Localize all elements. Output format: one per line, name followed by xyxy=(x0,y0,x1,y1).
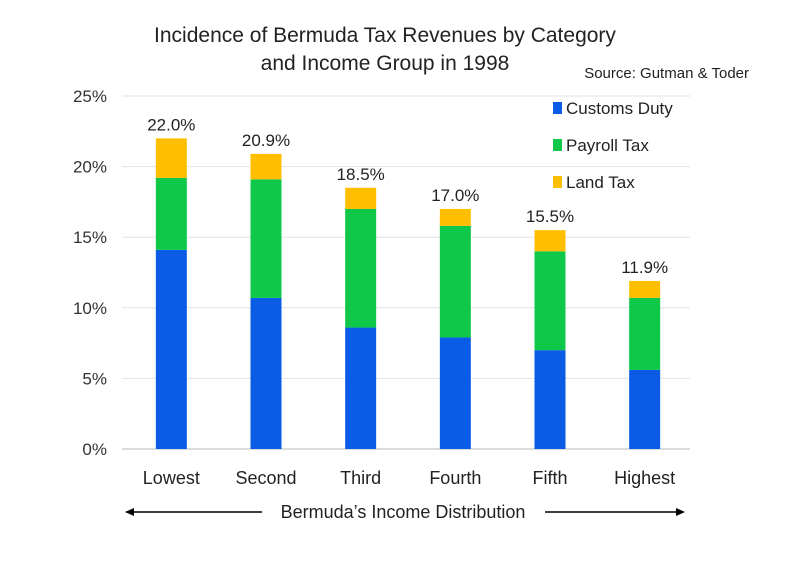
x-axis-title-group: Bermuda’s Income Distribution xyxy=(125,502,685,522)
bar-segment-payroll-tax xyxy=(345,208,377,328)
bar-segment-payroll-tax xyxy=(629,297,661,370)
legend-swatch xyxy=(553,176,562,188)
bar-segment-payroll-tax xyxy=(439,225,471,338)
bar-segment-payroll-tax xyxy=(155,177,187,250)
bar-segment-land-tax xyxy=(250,153,282,180)
x-axis-tick-labels: Lowest Second Third Fourth Fifth Highest xyxy=(143,468,675,488)
legend-label: Payroll Tax xyxy=(566,136,649,155)
x-tick-label: Fifth xyxy=(532,468,567,488)
y-tick-label: 0% xyxy=(82,440,107,459)
legend-swatch xyxy=(553,102,562,114)
bar-total-label: 15.5% xyxy=(526,207,574,226)
y-tick-label: 25% xyxy=(73,87,107,106)
gridlines xyxy=(122,95,690,450)
bar-segment-land-tax xyxy=(155,138,187,178)
bar-total-label: 22.0% xyxy=(147,115,195,134)
chart-title-line-2: and Income Group in 1998 xyxy=(261,52,510,75)
legend: Customs Duty Payroll Tax Land Tax xyxy=(553,99,673,192)
legend-swatch xyxy=(553,139,562,151)
bar-segment-land-tax xyxy=(439,208,471,226)
y-tick-label: 20% xyxy=(73,158,107,177)
x-tick-label: Fourth xyxy=(429,468,481,488)
bar-segment-customs-duty xyxy=(629,369,661,449)
bar-total-label: 11.9% xyxy=(621,258,668,277)
chart-title-line-1: Incidence of Bermuda Tax Revenues by Cat… xyxy=(154,24,616,47)
bar-total-label: 18.5% xyxy=(337,165,385,184)
y-tick-label: 15% xyxy=(73,228,107,247)
x-axis-arrowhead-right xyxy=(676,508,685,516)
x-tick-label: Lowest xyxy=(143,468,200,488)
y-axis-tick-labels: 0% 5% 10% 15% 20% 25% xyxy=(73,87,107,459)
source-note: Source: Gutman & Toder xyxy=(584,65,749,82)
bars xyxy=(155,138,661,449)
x-axis-arrowhead-left xyxy=(125,508,134,516)
bar-total-labels: 22.0% 20.9% 18.5% 17.0% 15.5% 11.9% xyxy=(147,115,668,277)
bar-segment-land-tax xyxy=(629,280,661,298)
bar-segment-payroll-tax xyxy=(534,251,566,351)
x-axis-title: Bermuda’s Income Distribution xyxy=(281,502,526,522)
y-tick-label: 5% xyxy=(82,369,107,388)
legend-label: Customs Duty xyxy=(566,99,673,118)
y-tick-label: 10% xyxy=(73,299,107,318)
bar-segment-land-tax xyxy=(345,187,377,209)
bar-segment-payroll-tax xyxy=(250,179,282,298)
bar-segment-customs-duty xyxy=(439,337,471,449)
bar-segment-land-tax xyxy=(534,230,566,252)
x-tick-label: Second xyxy=(235,468,296,488)
bar-segment-customs-duty xyxy=(250,297,282,449)
bar-total-label: 20.9% xyxy=(242,131,290,150)
legend-label: Land Tax xyxy=(566,173,635,192)
x-tick-label: Third xyxy=(340,468,381,488)
x-tick-label: Highest xyxy=(614,468,675,488)
bar-total-label: 17.0% xyxy=(431,186,479,205)
bar-segment-customs-duty xyxy=(534,350,566,449)
bar-segment-customs-duty xyxy=(345,327,377,449)
bar-segment-customs-duty xyxy=(155,249,187,449)
